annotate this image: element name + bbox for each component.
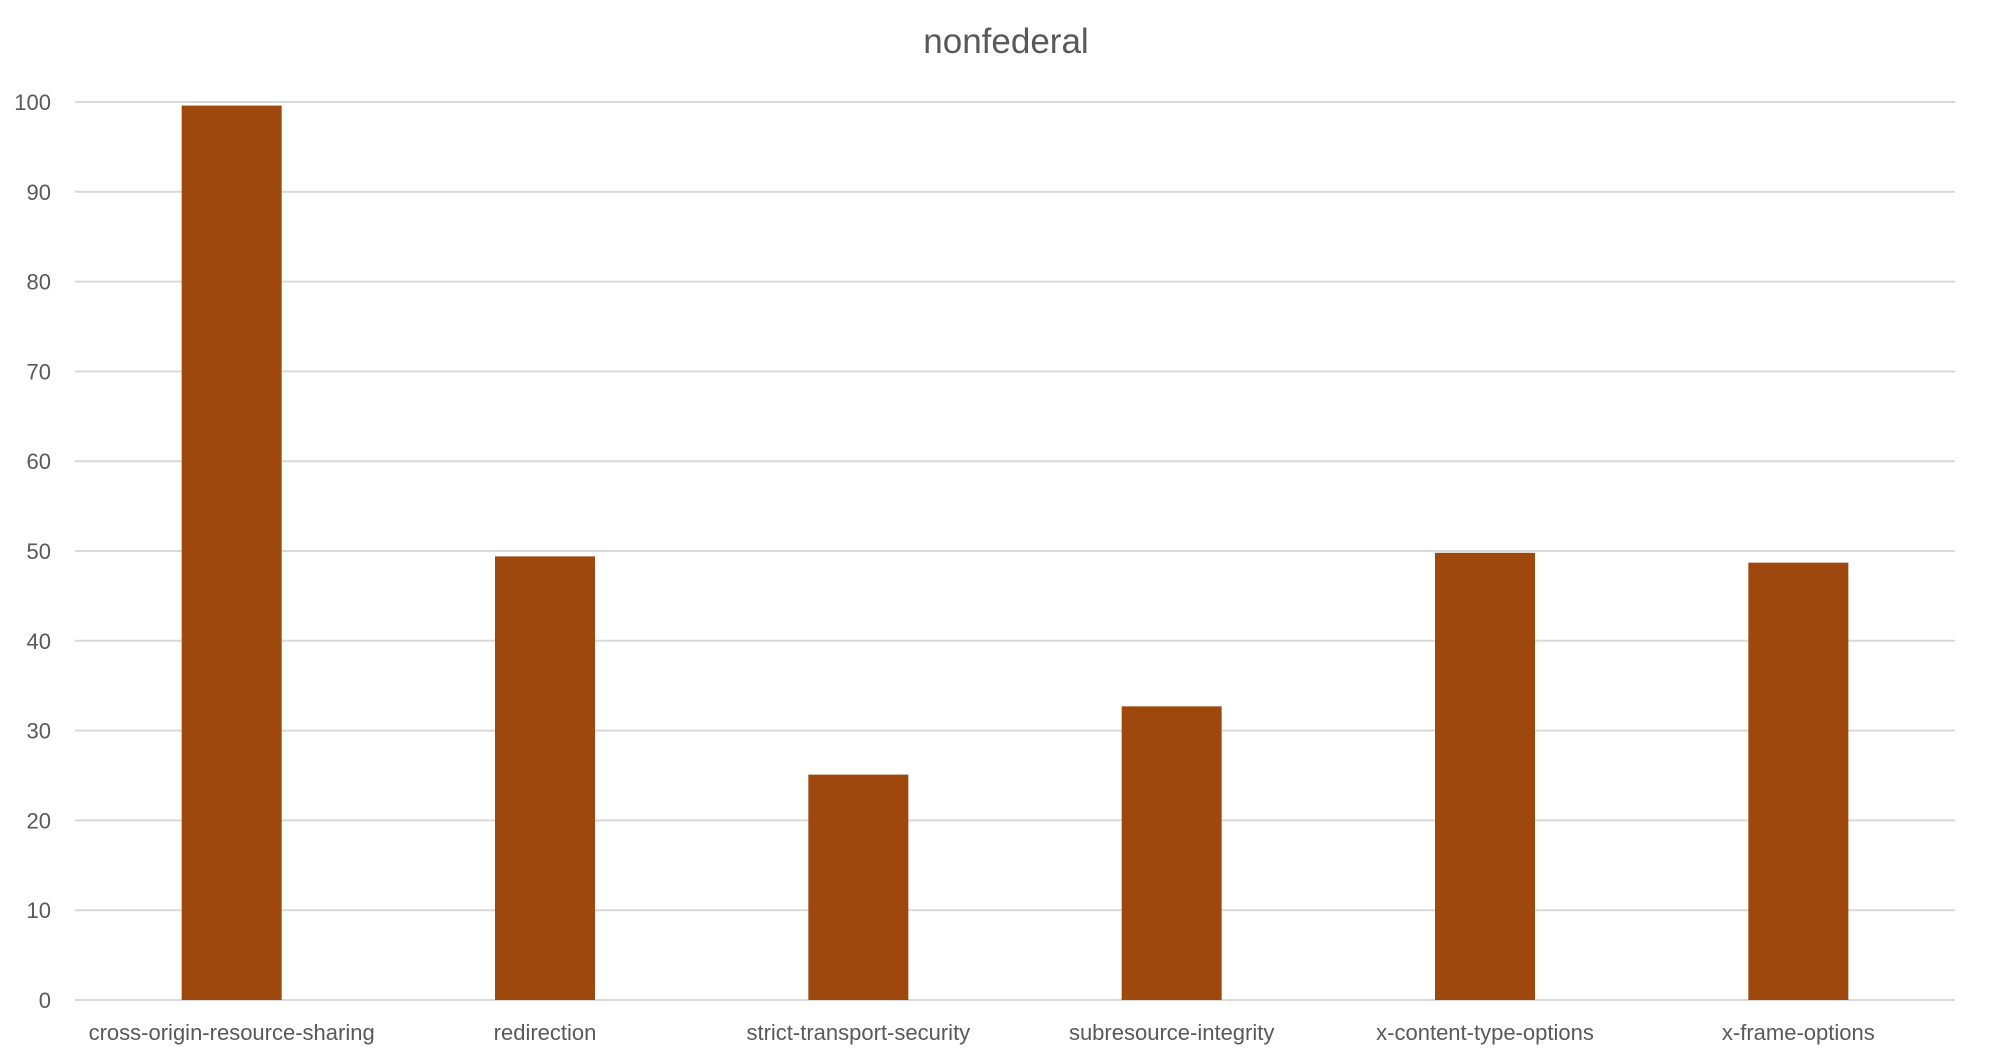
x-category-label: subresource-integrity: [1069, 1020, 1274, 1045]
bar-x-content-type-options: [1435, 552, 1535, 1000]
y-tick-label: 20: [27, 808, 51, 833]
x-category-label: redirection: [494, 1020, 597, 1045]
y-tick-label: 40: [27, 629, 51, 654]
y-tick-label: 0: [39, 988, 51, 1013]
y-tick-label: 30: [27, 719, 51, 744]
y-tick-label: 50: [27, 539, 51, 564]
x-category-label: x-content-type-options: [1376, 1020, 1594, 1045]
y-tick-label: 100: [14, 90, 51, 115]
gridlines: [75, 101, 1955, 1001]
y-tick-label: 10: [27, 898, 51, 923]
chart-title: nonfederal: [923, 22, 1088, 61]
y-tick-label: 60: [27, 449, 51, 474]
bar-strict-transport-security: [808, 774, 909, 1000]
bar-cross-origin-resource-sharing: [181, 105, 282, 1001]
x-axis-category-labels: cross-origin-resource-sharing redirection…: [89, 1020, 1875, 1045]
y-tick-label: 70: [27, 359, 51, 384]
y-tick-label: 80: [27, 270, 51, 295]
bars: [181, 105, 1849, 1001]
x-category-label: cross-origin-resource-sharing: [89, 1020, 375, 1045]
x-category-label: strict-transport-security: [746, 1020, 970, 1045]
y-axis-tick-labels: 0 10 20 30 40 50 60 70 80 90 100: [14, 90, 51, 1013]
bar-redirection: [495, 556, 595, 1000]
y-tick-label: 90: [27, 180, 51, 205]
bar-subresource-integrity: [1121, 706, 1222, 1000]
bar-x-frame-options: [1748, 562, 1849, 1000]
x-category-label: x-frame-options: [1722, 1020, 1875, 1045]
